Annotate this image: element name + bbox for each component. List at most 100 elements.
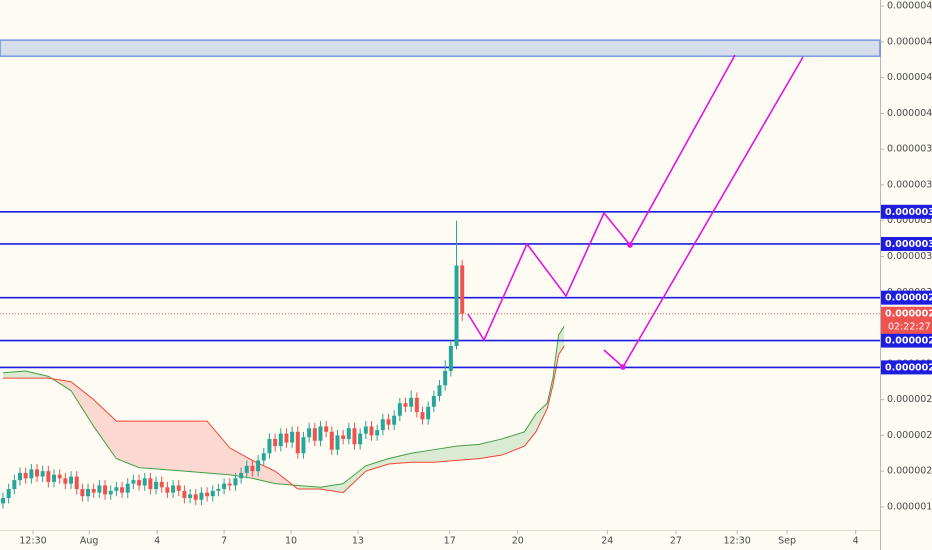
candle-body (222, 483, 227, 490)
candle-body (210, 490, 215, 497)
level-label: 0.00000297 (885, 293, 932, 304)
candle-body (244, 465, 249, 473)
candle-body (341, 435, 346, 439)
candle-body (193, 494, 198, 500)
x-tick-label: 24 (601, 536, 613, 547)
candle-body (256, 460, 261, 472)
candle-body (443, 370, 448, 386)
candle-body (154, 481, 159, 490)
candle-body (284, 433, 289, 443)
candle-body (358, 433, 363, 445)
candle-body (86, 489, 91, 497)
level-label: 0.00000345 (885, 207, 932, 218)
level-label-box (881, 290, 932, 305)
y-tick-label: 0.00000220 (887, 430, 932, 441)
candle-body (80, 489, 85, 497)
candle-body (165, 487, 170, 493)
candle-body (1, 497, 6, 504)
candle-body (23, 472, 28, 479)
candle-body (386, 419, 391, 425)
price-zone (0, 39, 881, 57)
level-label-box (881, 333, 932, 348)
zone-layer (0, 39, 881, 57)
last-price-label: 0.00000288 (885, 309, 932, 320)
candle-body (125, 483, 130, 493)
candle-body (63, 478, 68, 484)
x-tick-label: 7 (221, 536, 227, 547)
y-tick-label: 0.00000340 (887, 215, 932, 226)
candle-body (363, 426, 368, 434)
candle-body (307, 428, 312, 438)
cloud-fill (139, 421, 162, 470)
candle-body (239, 472, 244, 479)
projection-point (620, 364, 626, 370)
candle-body (403, 403, 408, 407)
candle-body (375, 430, 380, 436)
cloud-fill (93, 399, 117, 459)
candle-body (392, 415, 397, 425)
y-tick-label: 0.00000360 (887, 179, 932, 190)
candle-body (205, 492, 210, 497)
candle-body (409, 397, 414, 407)
candle-body (114, 487, 119, 491)
y-tick-label: 0.00000460 (887, 1, 932, 12)
candle-body (301, 437, 306, 454)
candle-body (426, 406, 431, 420)
level-label: 0.00000327 (885, 239, 932, 250)
x-tick-label: 20 (512, 536, 524, 547)
candle-body (57, 474, 62, 479)
candle-body (380, 419, 385, 431)
cloud-fill (343, 465, 366, 493)
candle-body (324, 426, 329, 432)
candle-body (159, 481, 164, 488)
candles (1, 220, 465, 509)
candle-body (414, 397, 419, 413)
x-tick-label: 12:30 (19, 536, 46, 547)
level-label: 0.00000258 (885, 362, 932, 373)
candle-body (188, 494, 193, 498)
level-label-box (881, 236, 932, 251)
candle-body (312, 428, 317, 441)
y-tick-label: 0.00000380 (887, 144, 932, 155)
candle-body (448, 345, 453, 371)
x-tick-label: 4 (154, 536, 160, 547)
candle-body (227, 483, 232, 486)
cloud-fill (535, 403, 548, 432)
candle-body (171, 485, 176, 493)
countdown: 02:22:27 (888, 322, 931, 333)
y-tick-label: 0.00000180 (887, 501, 932, 512)
cloud-fill (456, 444, 480, 461)
candle-body (40, 471, 45, 477)
x-tick-label: 17 (444, 536, 456, 547)
candle-body (216, 489, 221, 491)
cloud-fill (161, 421, 185, 472)
y-tick-label: 0.00000200 (887, 466, 932, 477)
candle-body (250, 465, 255, 472)
ichimoku-cloud (2, 325, 565, 494)
last-price-box (881, 306, 932, 334)
candle-body (103, 485, 108, 495)
candle-body (199, 492, 204, 500)
y-tick-label: 0.00000240 (887, 394, 932, 405)
candle-body (369, 426, 374, 436)
candle-body (108, 490, 113, 495)
y-tick-label: 0.00000440 (887, 36, 932, 47)
candle-body (397, 403, 402, 416)
y-tick-label: 0.00000400 (887, 108, 932, 119)
candle-body (74, 476, 79, 490)
x-tick-label: Sep (778, 536, 796, 547)
candle-body (131, 480, 136, 484)
candle-body (267, 438, 272, 454)
candle-body (420, 412, 425, 420)
x-tick-label: 13 (352, 536, 364, 547)
candle-body (261, 453, 266, 461)
candle-body (148, 478, 153, 490)
candle-body (295, 431, 300, 454)
candle-body (352, 428, 357, 445)
x-tick-label: 4 (853, 536, 859, 547)
candle-body (329, 431, 334, 450)
candle-body (52, 474, 57, 482)
candle-body (69, 476, 74, 484)
